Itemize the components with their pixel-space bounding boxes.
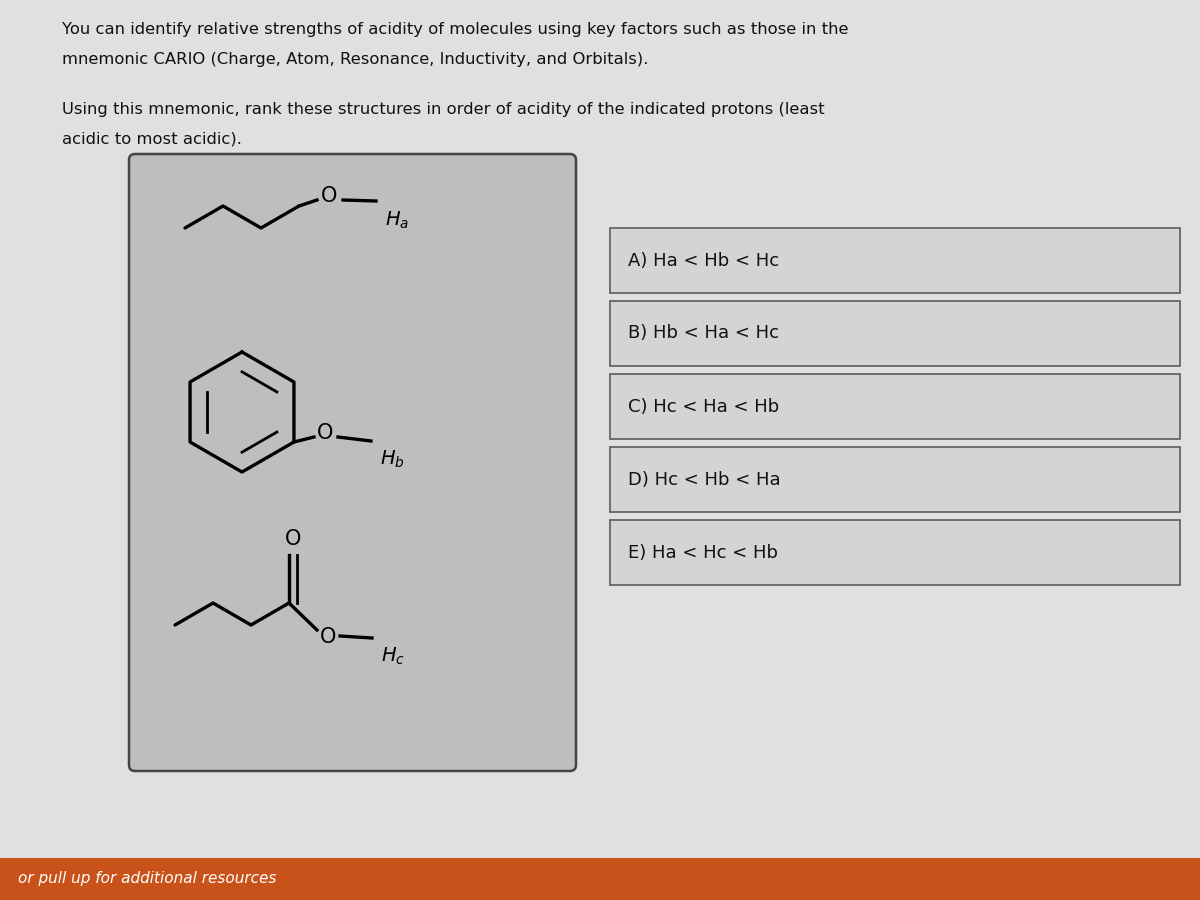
Text: $H_a$: $H_a$ xyxy=(385,210,409,231)
Bar xyxy=(0,858,1200,900)
Bar xyxy=(610,301,1180,366)
Text: acidic to most acidic).: acidic to most acidic). xyxy=(62,132,242,147)
Bar xyxy=(610,447,1180,512)
Text: O: O xyxy=(320,186,337,206)
Text: O: O xyxy=(317,423,334,443)
Text: Using this mnemonic, rank these structures in order of acidity of the indicated : Using this mnemonic, rank these structur… xyxy=(62,102,824,117)
Text: mnemonic CARIO (Charge, Atom, Resonance, Inductivity, and Orbitals).: mnemonic CARIO (Charge, Atom, Resonance,… xyxy=(62,52,648,67)
Text: A) Ha < Hb < Hc: A) Ha < Hb < Hc xyxy=(628,251,779,269)
Text: D) Hc < Hb < Ha: D) Hc < Hb < Ha xyxy=(628,471,781,489)
Text: $H_c$: $H_c$ xyxy=(380,646,404,667)
Bar xyxy=(610,520,1180,585)
FancyBboxPatch shape xyxy=(130,154,576,771)
Text: O: O xyxy=(320,627,336,647)
Text: or pull up for additional resources: or pull up for additional resources xyxy=(18,871,276,886)
Text: E) Ha < Hc < Hb: E) Ha < Hc < Hb xyxy=(628,544,778,562)
Text: B) Hb < Ha < Hc: B) Hb < Ha < Hc xyxy=(628,325,779,343)
Bar xyxy=(610,374,1180,439)
Text: C) Hc < Ha < Hb: C) Hc < Ha < Hb xyxy=(628,398,779,416)
Text: $H_b$: $H_b$ xyxy=(380,449,404,471)
Text: You can identify relative strengths of acidity of molecules using key factors su: You can identify relative strengths of a… xyxy=(62,22,848,37)
Bar xyxy=(610,228,1180,293)
Text: O: O xyxy=(284,529,301,549)
